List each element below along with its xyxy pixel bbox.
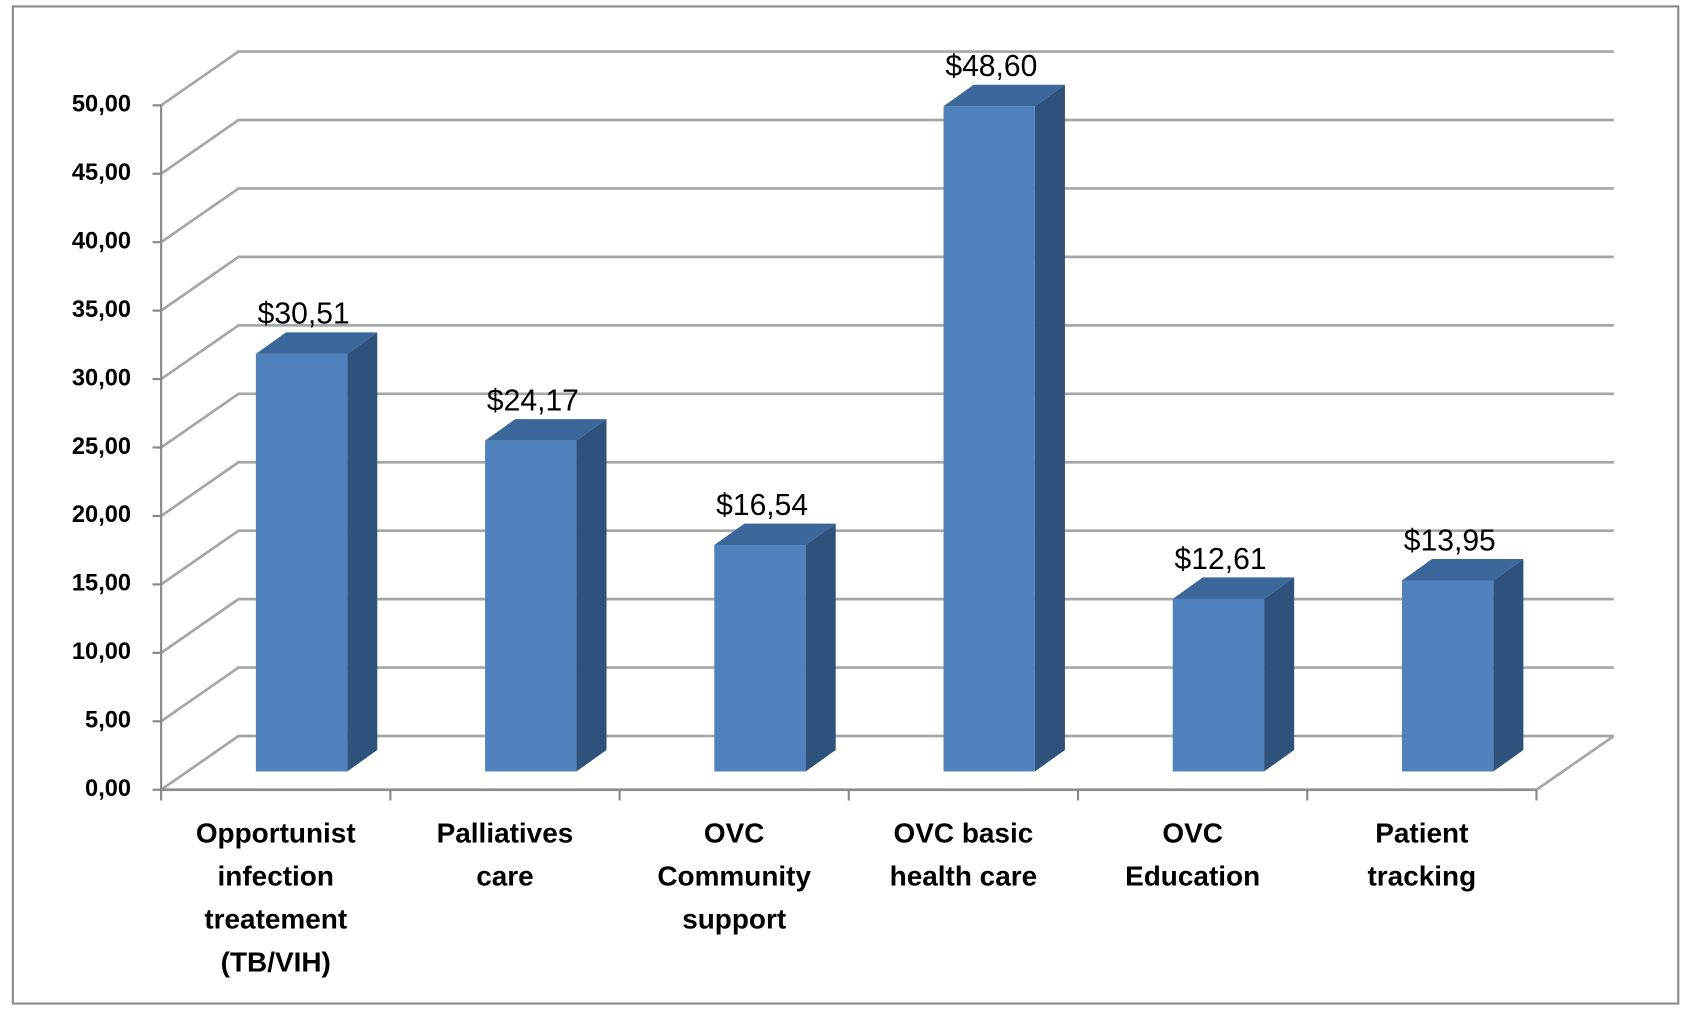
x-label-box: Patient tracking [1367,816,1477,892]
bar-top [485,419,607,441]
bar-top [714,523,836,546]
bar-side [347,332,378,772]
bar-side [1034,84,1065,772]
grid-line [160,324,1614,381]
x-label-box: OVC Education [1125,816,1261,892]
bar [485,440,577,772]
y-tick-label: 10,00 [72,639,131,665]
grid-line [160,734,1614,791]
x-tick-label: Patient tracking [1367,816,1477,892]
x-label-box: Palliatives care [436,816,574,892]
bar-top [943,84,1065,107]
y-tick-label: 35,00 [72,297,131,323]
value-label: $13,95 [1404,524,1496,557]
grid-line [160,392,1614,449]
y-tick-label: 40,00 [72,228,131,254]
x-label-box: OVC basic health care [889,816,1038,892]
value-label: $24,17 [487,385,579,418]
y-tick-label: 0,00 [85,776,131,802]
bar-top [1172,577,1295,599]
x-label-box: OVC Community support [657,816,811,935]
y-tick-label: 30,00 [72,365,131,391]
grid-line [160,666,1614,723]
y-tick-label: 15,00 [72,571,131,597]
x-tick-label: Opportunist infection treatement (TB/VIH… [195,816,356,978]
value-label: $12,61 [1175,543,1267,576]
grid-line [160,460,1614,518]
y-tick-label: 5,00 [85,708,131,734]
y-tick-label: 45,00 [72,160,131,186]
bar-top [1401,559,1524,581]
x-tick-label: OVC Education [1125,816,1261,892]
bar [255,353,348,772]
value-label: $16,54 [716,489,808,522]
y-tick-label: 50,00 [72,92,131,118]
bar [714,545,806,772]
bar-side [805,523,836,772]
y-tick-label: 25,00 [72,434,131,460]
grid-line [160,50,1614,107]
bar [943,106,1035,772]
x-tick-label: OVC Community support [657,816,811,935]
bar-top [255,332,378,354]
bar-side [1493,559,1524,772]
grid-line [160,597,1614,654]
x-label-box: Opportunist infection treatement (TB/VIH… [195,816,356,978]
x-tick-label: OVC basic health care [889,816,1038,892]
y-tick-label: 20,00 [72,502,131,528]
grid-line [160,187,1614,244]
grid-line [160,118,1614,175]
grid-line [160,529,1614,586]
grid-line [160,255,1614,312]
x-tick-label: Palliatives care [436,816,574,892]
bar-side [1264,577,1295,772]
bar [1172,598,1265,772]
value-label: $30,51 [258,298,350,331]
bar-side [576,419,607,772]
value-label: $48,60 [945,50,1037,83]
bar [1401,580,1494,772]
